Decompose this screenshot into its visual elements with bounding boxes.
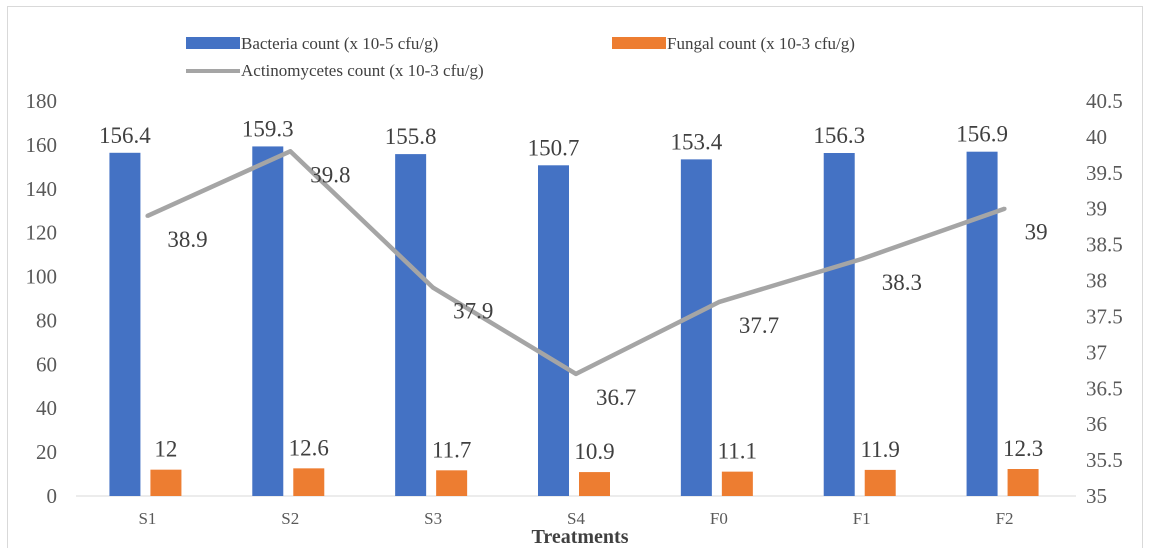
right-axis-tick-label: 38.5 (1086, 233, 1123, 257)
bar-fungal-F2 (1007, 469, 1039, 496)
right-axis-tick-label: 37 (1086, 340, 1107, 364)
x-axis-title: Treatments (531, 526, 628, 548)
bar-bacteria-S1 (109, 152, 141, 497)
label-actinomycetes-S2: 39.8 (310, 162, 350, 187)
point-actinomycetes-F0 (716, 300, 721, 305)
label-fungal-S1: 12 (154, 437, 177, 462)
bar-fungal-S1 (150, 469, 182, 496)
legend-label-fungal: Fungal count (x 10-3 cfu/g) (667, 34, 855, 53)
legend-label-bacteria: Bacteria count (x 10-5 cfu/g) (241, 34, 438, 53)
left-axis-tick-label: 0 (47, 484, 58, 508)
right-axis-tick-label: 35 (1086, 484, 1107, 508)
left-axis-ticks: 0 20 40 60 80 100 120 140 160 180 (26, 89, 58, 508)
x-axis-tick-label: F1 (853, 509, 871, 528)
left-axis-tick-label: 140 (26, 177, 58, 201)
label-actinomycetes-F0: 37.7 (739, 313, 779, 338)
right-axis-tick-label: 37.5 (1086, 304, 1123, 328)
label-fungal-F2: 12.3 (1003, 436, 1043, 461)
point-actinomycetes-S1 (145, 213, 150, 218)
label-bacteria-F1: 156.3 (813, 123, 865, 148)
left-axis-tick-label: 180 (26, 89, 58, 113)
left-axis-tick-label: 40 (36, 396, 57, 420)
legend-label-actinomycetes: Actinomycetes count (x 10-3 cfu/g) (241, 61, 484, 80)
chart-area (7, 6, 1143, 548)
right-axis-tick-label: 35.5 (1086, 448, 1123, 472)
bar-fungal-S4 (579, 472, 610, 496)
label-bacteria-S1: 156.4 (99, 123, 151, 148)
right-axis-tick-label: 39.5 (1086, 161, 1123, 185)
label-bacteria-F2: 156.9 (956, 122, 1008, 147)
right-axis-tick-label: 38 (1086, 269, 1107, 293)
x-axis-tick-label: S2 (281, 509, 299, 528)
bar-fungal-S3 (436, 470, 468, 496)
bar-bacteria-F2 (966, 151, 998, 497)
label-fungal-S3: 11.7 (432, 437, 471, 462)
bar-fungal-S2 (293, 468, 325, 496)
left-axis-tick-label: 60 (36, 352, 57, 376)
line-series (145, 149, 1007, 377)
right-axis-ticks: 35 35.5 36 36.5 37 37.5 38 38.5 39 39.5 40 40.5 (1086, 89, 1123, 508)
bar-bacteria-F0 (680, 159, 712, 496)
x-axis-ticks: S1 S2 S3 S4 F0 F1 F2 (138, 509, 1013, 528)
right-axis-tick-label: 36.5 (1086, 376, 1123, 400)
right-axis-tick-label: 40 (1086, 125, 1107, 149)
x-axis-tick-label: F2 (996, 509, 1014, 528)
bar-bacteria-S3 (395, 154, 427, 496)
bars (109, 146, 1039, 497)
x-axis-tick-label: F0 (710, 509, 728, 528)
left-axis-tick-label: 20 (36, 440, 57, 464)
label-fungal-S2: 12.6 (289, 435, 329, 460)
point-actinomycetes-S4 (574, 371, 578, 376)
label-actinomycetes-F1: 38.3 (882, 270, 922, 295)
label-bacteria-S2: 159.3 (242, 116, 294, 141)
label-actinomycetes-S1: 38.9 (167, 227, 207, 252)
label-bacteria-S3: 155.8 (385, 124, 437, 149)
x-axis-tick-label: S4 (567, 509, 585, 528)
label-actinomycetes-F2: 39 (1025, 220, 1048, 245)
point-actinomycetes-S3 (431, 285, 436, 290)
bar-bacteria-F1 (823, 153, 855, 496)
left-axis-tick-label: 160 (26, 133, 58, 157)
legend-swatch-bacteria (186, 37, 240, 49)
label-actinomycetes-S4: 36.7 (596, 385, 636, 410)
point-actinomycetes-F1 (859, 257, 864, 261)
right-axis-tick-label: 36 (1086, 412, 1107, 436)
legend-swatch-fungal (612, 37, 666, 49)
label-fungal-S4: 10.9 (574, 439, 614, 464)
point-actinomycetes-F2 (1002, 206, 1007, 211)
left-axis-tick-label: 100 (26, 265, 58, 289)
data-labels: 156.4 12 159.3 12.6 155.8 11.7 150.7 10.9 153.4 1… (99, 116, 1048, 464)
bar-bacteria-S4 (538, 165, 569, 496)
label-fungal-F1: 11.9 (861, 437, 900, 462)
bar-bacteria-S2 (252, 146, 284, 497)
right-axis-tick-label: 39 (1086, 197, 1107, 221)
left-axis-tick-label: 120 (26, 221, 58, 245)
right-axis-tick-label: 40.5 (1086, 89, 1123, 113)
label-bacteria-F0: 153.4 (670, 129, 722, 154)
label-bacteria-S4: 150.7 (528, 135, 580, 160)
label-actinomycetes-S3: 37.9 (453, 299, 493, 324)
x-axis-tick-label: S1 (138, 509, 156, 528)
bar-fungal-F0 (721, 471, 753, 496)
left-axis-tick-label: 80 (36, 308, 57, 332)
x-axis-tick-label: S3 (424, 509, 442, 528)
label-fungal-F0: 11.1 (718, 439, 757, 464)
bar-fungal-F1 (864, 469, 896, 496)
legend: Bacteria count (x 10-5 cfu/g) Fungal cou… (186, 34, 855, 80)
point-actinomycetes-S2 (288, 149, 293, 154)
